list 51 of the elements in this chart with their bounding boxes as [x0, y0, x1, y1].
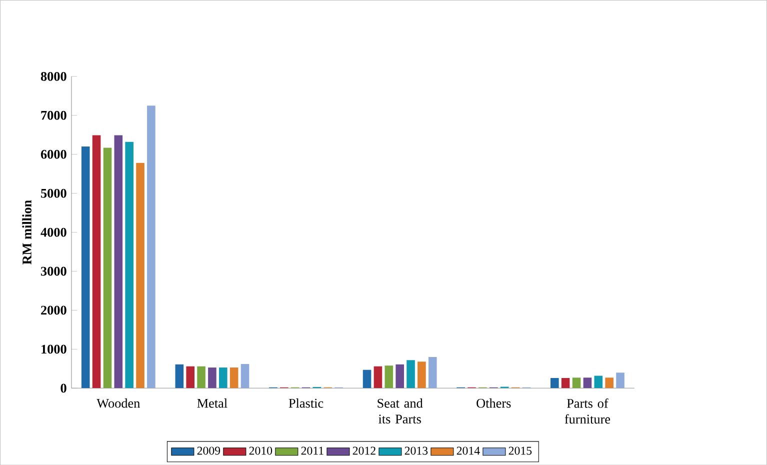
bar — [175, 364, 184, 388]
bar — [406, 360, 415, 388]
bar — [550, 378, 559, 388]
y-axis-title: RM million — [22, 200, 32, 264]
y-tick-label: 5000 — [41, 188, 66, 198]
bar — [583, 378, 592, 388]
y-tick-label: 8000 — [40, 72, 66, 81]
bar — [384, 365, 394, 388]
bar — [428, 356, 437, 388]
bar — [218, 367, 228, 388]
y-tick-label: 4000 — [40, 228, 66, 237]
bar — [125, 142, 134, 388]
bar — [81, 146, 90, 388]
bar — [572, 378, 581, 388]
bar — [561, 378, 570, 388]
legend-label: 2009 — [197, 446, 220, 455]
bar — [418, 362, 426, 388]
y-tick-label: 1000 — [42, 344, 66, 354]
bar — [594, 376, 603, 388]
x-tick-label: Plastic — [288, 398, 324, 408]
bar — [230, 367, 238, 388]
bar — [616, 372, 624, 388]
x-tick-label: Seat and its Parts — [378, 398, 423, 424]
bar — [103, 148, 112, 388]
legend-label: 2015 — [508, 446, 532, 455]
legend-label: 2014 — [456, 446, 480, 455]
x-tick-label: Wooden — [96, 398, 140, 408]
bar — [186, 366, 194, 388]
bar — [396, 364, 404, 388]
x-tick-label: Others — [476, 398, 511, 408]
bar — [208, 367, 216, 388]
bar — [362, 370, 372, 388]
y-tick-label: 3000 — [40, 266, 66, 276]
bar — [605, 378, 614, 388]
bar — [114, 135, 123, 388]
legend-label: 2010 — [249, 446, 272, 455]
bar — [197, 366, 206, 388]
x-tick-label: Metal — [197, 398, 228, 408]
legend-label: 2011 — [301, 446, 324, 455]
legend-label: 2013 — [404, 446, 428, 455]
y-tick-label: 7000 — [41, 110, 66, 120]
bar — [240, 364, 250, 388]
y-tick-label: 0 — [60, 384, 66, 392]
bar — [92, 135, 101, 388]
bar — [147, 106, 156, 388]
y-tick-label: 6000 — [40, 150, 66, 159]
bar — [374, 366, 382, 388]
legend-label: 2012 — [352, 446, 376, 455]
y-tick-label: 2000 — [41, 306, 66, 315]
x-tick-label: Parts of furniture — [564, 398, 610, 424]
bar — [136, 162, 144, 388]
